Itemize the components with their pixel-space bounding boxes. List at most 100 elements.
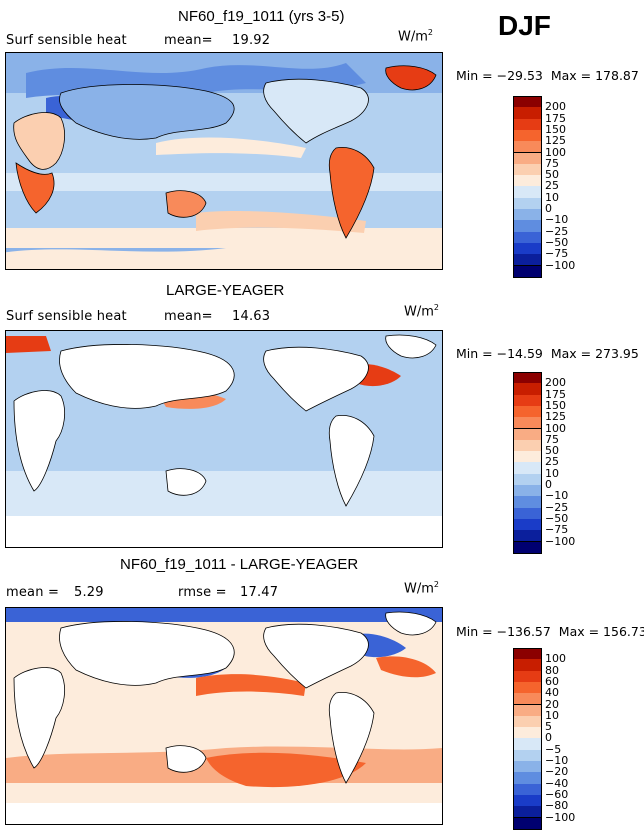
antarctica [6, 245, 442, 269]
colorbar-label: −75 [545, 523, 569, 537]
colorbar-label: 80 [545, 663, 559, 677]
colorbar-label: 5 [545, 720, 552, 734]
tropics-band [6, 173, 442, 191]
colorbar-label: 0 [545, 202, 552, 215]
colorbar-label: −100 [545, 810, 576, 824]
colorbar-label: −60 [545, 787, 569, 801]
southern-ocean [6, 228, 442, 250]
colorbar-label: 20 [545, 697, 559, 711]
north-america [263, 346, 369, 412]
south-america [328, 414, 375, 507]
colorbar-label: 0 [545, 731, 552, 745]
colorbar-label: −40 [545, 776, 569, 790]
south-africa [15, 162, 55, 214]
panel-3-units: W/m2 [404, 580, 439, 597]
colorbar-label: 50 [545, 168, 559, 182]
panel-1-units: W/m2 [398, 28, 433, 45]
panel-2-map [5, 330, 443, 548]
colorbar-label: −10 [545, 213, 569, 227]
greenland [385, 611, 437, 636]
panel-3-rmse-label: rmse = [178, 585, 227, 600]
panel-1-map [5, 52, 443, 270]
panel-2-mean-label: mean= [164, 309, 213, 324]
colorbar-label: 100 [545, 421, 566, 435]
colorbar-label: 0 [545, 478, 552, 491]
colorbar-label: −50 [545, 511, 569, 525]
colorbar-label: 200 [545, 376, 566, 390]
australia [165, 745, 207, 773]
panel-1-mean-value: 19.92 [232, 33, 271, 48]
colorbar-label: 25 [545, 179, 559, 193]
south-america [328, 146, 375, 239]
north-america [263, 623, 369, 689]
season-label: DJF [498, 10, 551, 41]
panel-3-mean-value: 5.29 [74, 585, 104, 600]
panel-1-variable-label: Surf sensible heat [6, 33, 127, 48]
pacific-warm [156, 137, 306, 158]
colorbar-swatch [513, 541, 542, 554]
colorbar-label: 25 [545, 455, 559, 469]
australia [165, 468, 207, 496]
panel-2-map-svg [6, 331, 442, 547]
colorbar-label: 60 [545, 674, 559, 688]
colorbar-label: −20 [545, 765, 569, 779]
panel-1-minmax: Min = −29.53 Max = 178.87 [456, 68, 639, 83]
colorbar-label: 175 [545, 387, 566, 401]
colorbar-label: 100 [545, 145, 566, 159]
colorbar-label: 150 [545, 398, 566, 412]
colorbar-label: 125 [545, 410, 566, 424]
australia [165, 190, 207, 218]
panel-3-map-svg [6, 608, 442, 824]
africa [13, 112, 66, 170]
panel-1-mean-label: mean= [164, 33, 213, 48]
colorbar-label: −25 [545, 224, 569, 238]
africa [13, 667, 66, 769]
panel-3-map [5, 607, 443, 825]
panel-2-minmax: Min = −14.59 Max = 273.95 [456, 346, 639, 361]
southern-band [6, 471, 442, 521]
south-pacific-warm [196, 210, 366, 233]
greenland [385, 65, 437, 91]
colorbar-label: −80 [545, 799, 569, 813]
arctic-warm [6, 336, 51, 353]
panel-2-units: W/m2 [404, 303, 439, 320]
eurasia [59, 621, 235, 686]
panel-3-rmse-value: 17.47 [240, 585, 279, 600]
north-america [263, 78, 369, 144]
colorbar-label: 75 [545, 156, 559, 170]
africa [13, 390, 66, 492]
panel-2-mean-value: 14.63 [232, 309, 271, 324]
colorbar-label: 125 [545, 134, 566, 148]
colorbar-label: −25 [545, 500, 569, 514]
colorbar-label: 175 [545, 111, 566, 125]
eurasia [59, 84, 235, 140]
colorbar-swatch [513, 817, 542, 830]
panel-2-variable-label: Surf sensible heat [6, 309, 127, 324]
colorbar-label: −75 [545, 247, 569, 261]
colorbar-label: 75 [545, 432, 559, 446]
eurasia [59, 344, 235, 409]
colorbar-label: −100 [545, 258, 576, 272]
colorbar-label: 200 [545, 100, 566, 114]
colorbar-label: −50 [545, 235, 569, 249]
south-pacific-strong [206, 752, 366, 788]
greenland [385, 334, 437, 359]
colorbar-label: 10 [545, 708, 559, 722]
colorbar-label: 10 [545, 190, 559, 204]
colorbar-label: −10 [545, 489, 569, 503]
colorbar-label: 50 [545, 444, 559, 458]
arctic-cold [6, 608, 442, 622]
colorbar-label: 150 [545, 122, 566, 136]
antarctica-land [6, 803, 442, 824]
panel-2-title: LARGE-YEAGER [166, 282, 285, 299]
colorbar-label: 40 [545, 686, 559, 700]
colorbar-label: −100 [545, 534, 576, 548]
antarctica-land [6, 516, 442, 547]
north-atlantic-pos [376, 656, 436, 678]
panel-1-map-svg [6, 53, 442, 269]
south-america [328, 691, 375, 784]
colorbar-label: −10 [545, 754, 569, 767]
colorbar-swatch [513, 265, 542, 278]
north-pacific-pos [196, 674, 306, 696]
colorbar-label: 100 [545, 652, 566, 666]
